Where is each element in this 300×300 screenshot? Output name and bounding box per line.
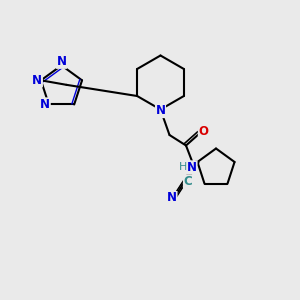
Text: N: N bbox=[187, 161, 197, 174]
Text: C: C bbox=[184, 175, 192, 188]
Text: H: H bbox=[179, 162, 187, 172]
Text: N: N bbox=[167, 191, 177, 205]
Text: N: N bbox=[56, 55, 67, 68]
Text: N: N bbox=[155, 104, 166, 118]
Text: O: O bbox=[198, 125, 208, 139]
Text: N: N bbox=[40, 98, 50, 111]
Text: N: N bbox=[32, 74, 42, 87]
